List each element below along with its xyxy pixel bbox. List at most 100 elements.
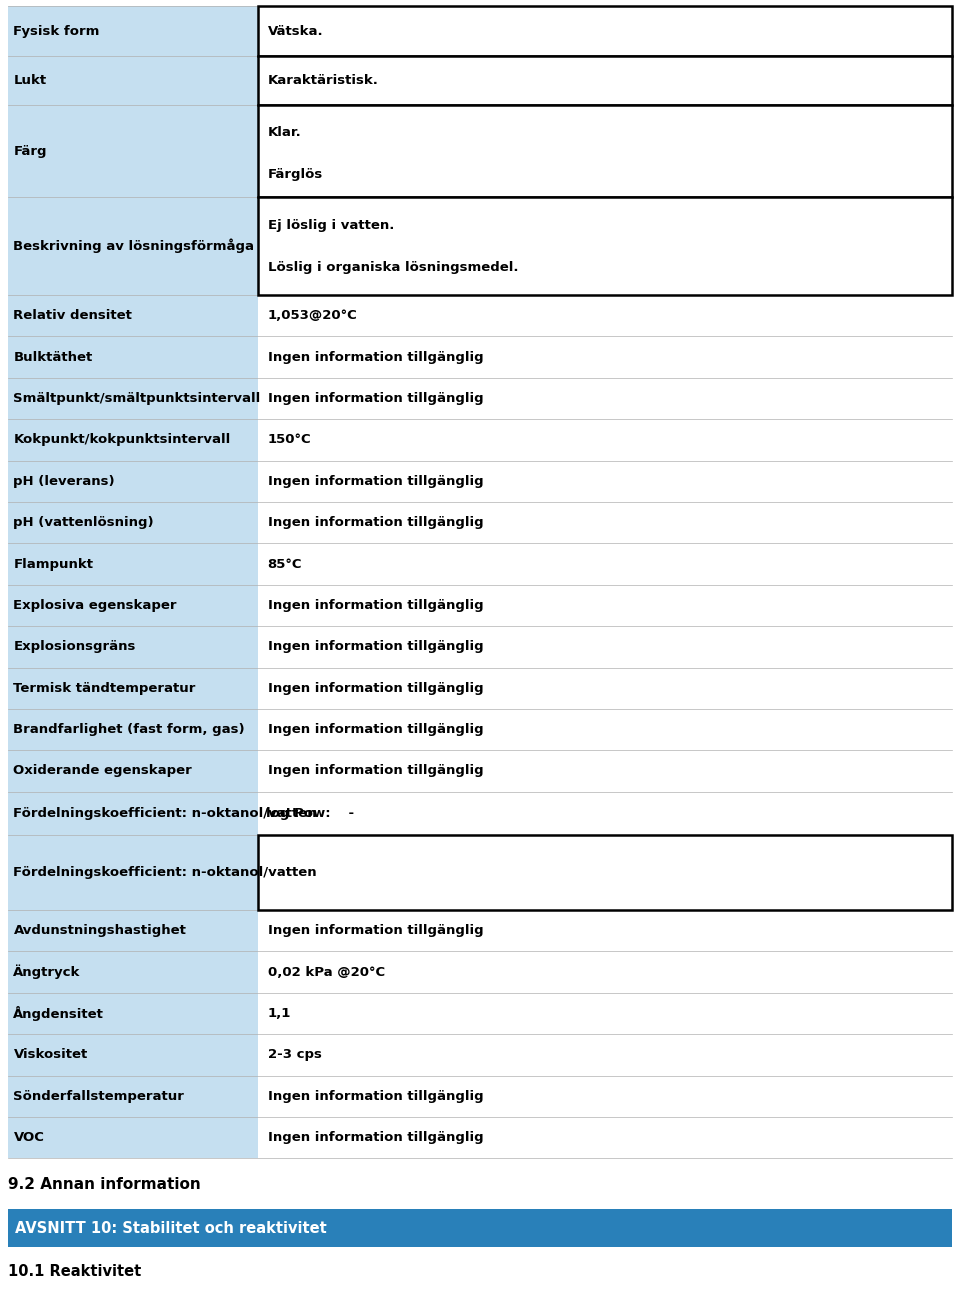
Bar	[8, 909, 258, 952]
Text: Ingen information tillgänglig: Ingen information tillgänglig	[268, 1090, 483, 1103]
Bar	[258, 1076, 952, 1117]
Bar	[258, 6, 952, 55]
Text: pH (leverans): pH (leverans)	[13, 475, 115, 488]
Text: Ej löslig i vatten.

Löslig i organiska lösningsmedel.: Ej löslig i vatten. Löslig i organiska l…	[268, 219, 518, 273]
Bar	[8, 461, 258, 502]
Bar	[8, 337, 258, 378]
Bar	[8, 792, 258, 836]
Bar	[8, 1117, 258, 1158]
Bar	[258, 626, 952, 667]
Text: 150°C: 150°C	[268, 433, 311, 446]
Text: 10.1 Reaktivitet: 10.1 Reaktivitet	[8, 1264, 141, 1280]
Bar	[258, 461, 952, 502]
Text: Ingen information tillgänglig: Ingen information tillgänglig	[268, 640, 483, 653]
Text: 85°C: 85°C	[268, 557, 302, 570]
Bar	[258, 197, 952, 295]
Text: Vätska.: Vätska.	[268, 25, 324, 37]
Text: Ingen information tillgänglig: Ingen information tillgänglig	[268, 351, 483, 364]
Bar	[8, 836, 258, 909]
Bar	[8, 1035, 258, 1076]
Bar	[258, 667, 952, 710]
Bar	[258, 197, 952, 295]
Text: AVSNITT 10: Stabilitet och reaktivitet: AVSNITT 10: Stabilitet och reaktivitet	[15, 1220, 327, 1236]
Bar	[8, 543, 258, 584]
Text: 1,053@20°C: 1,053@20°C	[268, 310, 357, 322]
Bar	[8, 584, 258, 626]
Text: Lukt: Lukt	[13, 74, 47, 88]
Text: Termisk tändtemperatur: Termisk tändtemperatur	[13, 681, 196, 695]
Text: Ingen information tillgänglig: Ingen information tillgänglig	[268, 765, 483, 778]
Text: Ingen information tillgänglig: Ingen information tillgänglig	[268, 925, 483, 938]
Text: Sönderfallstemperatur: Sönderfallstemperatur	[13, 1090, 184, 1103]
Text: Fördelningskoefficient: n-oktanol/vatten: Fördelningskoefficient: n-oktanol/vatten	[13, 808, 317, 820]
Bar	[258, 993, 952, 1035]
Text: Ingen information tillgänglig: Ingen information tillgänglig	[268, 516, 483, 529]
Bar	[258, 378, 952, 419]
Text: Flampunkt: Flampunkt	[13, 557, 93, 570]
Text: pH (vattenlösning): pH (vattenlösning)	[13, 516, 154, 529]
Text: Färg: Färg	[13, 144, 47, 157]
Text: Oxiderande egenskaper: Oxiderande egenskaper	[13, 765, 192, 778]
Text: Bulktäthet: Bulktäthet	[13, 351, 93, 364]
Text: Relativ densitet: Relativ densitet	[13, 310, 132, 322]
Text: Ingen information tillgänglig: Ingen information tillgänglig	[268, 681, 483, 695]
Bar	[258, 1117, 952, 1158]
Text: Karaktäristisk.: Karaktäristisk.	[268, 74, 378, 88]
Text: Fördelningskoefficient: n-oktanol/vatten: Fördelningskoefficient: n-oktanol/vatten	[13, 866, 317, 880]
Text: Smältpunkt/smältpunktsintervall: Smältpunkt/smältpunktsintervall	[13, 392, 261, 405]
Bar	[258, 106, 952, 197]
Text: Ingen information tillgänglig: Ingen information tillgänglig	[268, 475, 483, 488]
Text: Ingen information tillgänglig: Ingen information tillgänglig	[268, 1131, 483, 1144]
Text: Viskositet: Viskositet	[13, 1049, 87, 1062]
Bar	[258, 55, 952, 106]
Bar	[258, 55, 952, 106]
Bar	[258, 106, 952, 197]
Bar	[8, 952, 258, 993]
Bar	[8, 626, 258, 667]
Bar	[258, 419, 952, 461]
Text: Ingen information tillgänglig: Ingen information tillgänglig	[268, 392, 483, 405]
Text: Ingen information tillgänglig: Ingen information tillgänglig	[268, 724, 483, 737]
Bar	[258, 1035, 952, 1076]
Text: Explosiva egenskaper: Explosiva egenskaper	[13, 599, 177, 611]
Text: Beskrivning av lösningsförmåga: Beskrivning av lösningsförmåga	[13, 239, 254, 253]
Bar	[8, 55, 258, 106]
Bar	[258, 836, 952, 909]
Text: Avdunstningshastighet: Avdunstningshastighet	[13, 925, 186, 938]
Bar	[8, 667, 258, 710]
Bar	[258, 502, 952, 543]
Text: 0,02 kPa @20°C: 0,02 kPa @20°C	[268, 966, 385, 979]
Text: 9.2 Annan information: 9.2 Annan information	[8, 1176, 201, 1192]
Text: Ingen information tillgänglig: Ingen information tillgänglig	[268, 599, 483, 611]
Text: log Pow:  -: log Pow: -	[266, 808, 354, 820]
Bar	[258, 952, 952, 993]
Text: Ångdensitet: Ångdensitet	[13, 1006, 105, 1022]
Bar	[8, 197, 258, 295]
Text: Kokpunkt/kokpunktsintervall: Kokpunkt/kokpunktsintervall	[13, 433, 230, 446]
Bar	[258, 6, 952, 55]
Bar	[8, 295, 258, 337]
Bar	[258, 295, 952, 337]
Bar	[258, 909, 952, 952]
Bar	[8, 1076, 258, 1117]
Text: Explosionsgräns: Explosionsgräns	[13, 640, 135, 653]
Bar	[8, 502, 258, 543]
Text: 2-3 cps: 2-3 cps	[268, 1049, 322, 1062]
Bar	[258, 710, 952, 751]
Bar	[8, 378, 258, 419]
Text: VOC: VOC	[13, 1131, 44, 1144]
Bar	[8, 1209, 952, 1247]
Bar	[8, 751, 258, 792]
Bar	[8, 106, 258, 197]
Bar	[258, 836, 952, 909]
Bar	[8, 710, 258, 751]
Bar	[258, 792, 952, 836]
Text: Ängtryck: Ängtryck	[13, 965, 81, 979]
Text: Brandfarlighet (fast form, gas): Brandfarlighet (fast form, gas)	[13, 724, 245, 737]
Bar	[8, 419, 258, 461]
Text: Klar.

Färglös: Klar. Färglös	[268, 125, 323, 181]
Bar	[8, 993, 258, 1035]
Bar	[258, 337, 952, 378]
Bar	[8, 6, 258, 55]
Text: 1,1: 1,1	[268, 1007, 291, 1020]
